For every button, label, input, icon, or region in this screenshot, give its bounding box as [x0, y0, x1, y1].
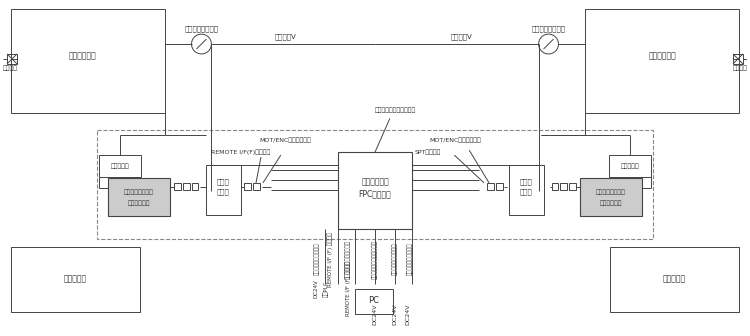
Bar — [580, 178, 642, 216]
Bar — [496, 183, 503, 190]
Bar — [610, 247, 739, 312]
Bar — [253, 183, 260, 190]
Bar — [733, 54, 743, 64]
Text: モータエンコーダ: モータエンコーダ — [124, 189, 154, 195]
Text: ０～１０V: ０～１０V — [451, 34, 472, 40]
Text: DC24V: DC24V — [405, 303, 410, 325]
Bar — [356, 289, 393, 314]
Text: 真空チャンバ: 真空チャンバ — [68, 51, 96, 60]
Text: サーボ: サーボ — [519, 178, 532, 185]
Text: PC: PC — [368, 296, 380, 305]
Text: サーボモータ: サーボモータ — [600, 201, 622, 207]
Text: 真空計（センサ）: 真空計（センサ） — [532, 26, 566, 33]
Text: 真空ポンプ: 真空ポンプ — [663, 275, 686, 284]
Text: MOT/ENC延長ケーブル: MOT/ENC延長ケーブル — [259, 137, 310, 143]
Text: ガス導入: ガス導入 — [2, 65, 17, 71]
Bar — [99, 155, 141, 177]
Text: 真空計（センサ）: 真空計（センサ） — [184, 26, 218, 33]
Bar — [509, 165, 544, 215]
Bar — [244, 183, 251, 190]
Text: REMOTE I/F(F)ケーブル: REMOTE I/F(F)ケーブル — [211, 149, 271, 155]
Text: サーボ: サーボ — [217, 178, 229, 185]
Text: 真空チャンバ: 真空チャンバ — [649, 51, 676, 60]
Text: 真空ポンプ: 真空ポンプ — [64, 275, 87, 284]
Bar — [11, 9, 165, 114]
Text: REMOTE I/F (F) ケーブル: REMOTE I/F (F) ケーブル — [328, 232, 333, 287]
Text: 上位PLC: 上位PLC — [323, 281, 329, 297]
Bar — [609, 155, 651, 177]
Bar — [560, 183, 568, 190]
Bar — [182, 183, 190, 190]
Text: DC24V: DC24V — [373, 303, 377, 325]
Bar — [98, 130, 652, 240]
Bar — [11, 247, 140, 312]
Text: バルブ本体: バルブ本体 — [111, 163, 130, 169]
Text: DC24V: DC24V — [314, 280, 319, 298]
Bar — [206, 165, 241, 215]
Bar — [338, 152, 412, 229]
Bar — [487, 183, 494, 190]
Text: エンコーダモータ: エンコーダモータ — [596, 189, 626, 195]
Text: DC24V: DC24V — [392, 303, 398, 325]
Bar — [174, 183, 181, 190]
Text: コントローラ電源ケーブル: コントローラ電源ケーブル — [346, 240, 351, 279]
Text: ガス導入: ガス導入 — [733, 65, 748, 71]
Bar — [585, 9, 739, 114]
Text: コントローラ: コントローラ — [362, 177, 388, 186]
Text: REMOTE I/F (F) ケーブル: REMOTE I/F (F) ケーブル — [346, 261, 351, 317]
Text: アンプ: アンプ — [519, 188, 532, 195]
Text: パラレル接続ケーブル: パラレル接続ケーブル — [407, 243, 413, 276]
Text: アナログ入出力ケーブル: アナログ入出力ケーブル — [375, 108, 416, 113]
Text: アンプ: アンプ — [217, 188, 229, 195]
Text: バルブ本体: バルブ本体 — [620, 163, 639, 169]
Bar — [551, 183, 559, 190]
Text: MOT/ENC延長ケーブル: MOT/ENC延長ケーブル — [430, 137, 482, 143]
Text: コントローラ電源ケーブル: コントローラ電源ケーブル — [372, 240, 378, 279]
Bar — [108, 178, 170, 216]
Text: パラレル接続ケーブル: パラレル接続ケーブル — [314, 243, 320, 276]
Text: SPTケーブル: SPTケーブル — [415, 149, 441, 155]
Text: パラレル接続ケーブル: パラレル接続ケーブル — [392, 243, 398, 276]
Text: FPCシリーズ: FPCシリーズ — [358, 189, 392, 198]
Text: ０～１０V: ０～１０V — [274, 34, 296, 40]
Bar — [7, 54, 17, 64]
Bar — [191, 183, 199, 190]
Text: サーボモータ: サーボモータ — [128, 201, 150, 207]
Bar — [569, 183, 576, 190]
